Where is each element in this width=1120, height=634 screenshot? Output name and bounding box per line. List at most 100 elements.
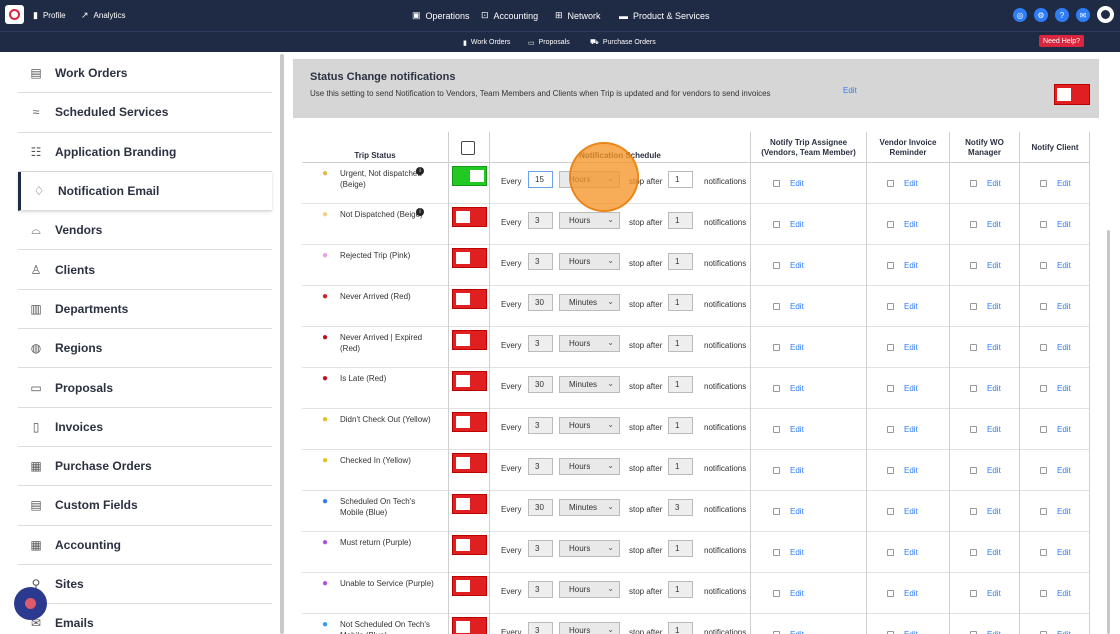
interval-unit-select[interactable]: Minutes ⌄	[559, 294, 620, 311]
notify-assignee-edit-link[interactable]: Edit	[790, 179, 804, 188]
notify-vendor-invoice-edit-link[interactable]: Edit	[904, 261, 918, 270]
stop-after-input[interactable]: 1	[668, 294, 693, 311]
sidebar-item-scheduled-services[interactable]: ≈ Scheduled Services	[18, 93, 272, 133]
notify-client-edit-link[interactable]: Edit	[1057, 179, 1071, 188]
sidebar-item-proposals[interactable]: ▭ Proposals	[18, 368, 272, 408]
notify-vendor-invoice-checkbox[interactable]	[887, 221, 894, 228]
status-toggle[interactable]	[452, 453, 487, 473]
notify-assignee-edit-link[interactable]: Edit	[790, 384, 804, 393]
sidebar-item-purchase-orders[interactable]: ▦ Purchase Orders	[18, 447, 272, 487]
interval-unit-select[interactable]: Hours⌄	[559, 622, 620, 634]
interval-input[interactable]: 15	[528, 171, 553, 188]
sidebar-item-departments[interactable]: ▥ Departments	[18, 290, 272, 330]
notify-assignee-checkbox[interactable]	[773, 508, 780, 515]
interval-input[interactable]: 30	[528, 376, 553, 393]
notify-client-edit-link[interactable]: Edit	[1057, 343, 1071, 352]
nav-operations[interactable]: ▣ Operations	[412, 10, 470, 21]
nav-product-services[interactable]: ▬ Product & Services	[619, 10, 710, 21]
interval-input[interactable]: 3	[528, 253, 553, 270]
status-toggle[interactable]	[452, 166, 487, 186]
notify-client-checkbox[interactable]	[1040, 631, 1047, 634]
notify-client-edit-link[interactable]: Edit	[1057, 589, 1071, 598]
sidebar-scrollbar[interactable]	[280, 54, 284, 634]
interval-input[interactable]: 3	[528, 540, 553, 557]
notify-client-checkbox[interactable]	[1040, 344, 1047, 351]
sidebar-item-custom-fields[interactable]: ▤ Custom Fields	[18, 486, 272, 526]
interval-unit-select[interactable]: Hours⌄	[559, 212, 620, 229]
notify-client-checkbox[interactable]	[1040, 180, 1047, 187]
notify-vendor-invoice-checkbox[interactable]	[887, 590, 894, 597]
sidebar-item-application-branding[interactable]: ☷ Application Branding	[18, 133, 272, 172]
notify-assignee-edit-link[interactable]: Edit	[790, 343, 804, 352]
sidebar-item-notification-email[interactable]: ♢ Notification Email	[18, 171, 272, 212]
notify-client-checkbox[interactable]	[1040, 221, 1047, 228]
sidebar-item-sites[interactable]: ⚲ Sites	[18, 565, 272, 605]
interval-unit-select[interactable]: Hours⌄	[559, 540, 620, 557]
notify-wo-manager-edit-link[interactable]: Edit	[987, 425, 1001, 434]
notify-wo-manager-checkbox[interactable]	[970, 590, 977, 597]
chat-icon[interactable]: ✉	[1076, 8, 1090, 22]
notify-vendor-invoice-checkbox[interactable]	[887, 508, 894, 515]
interval-input[interactable]: 3	[528, 581, 553, 598]
notify-assignee-checkbox[interactable]	[773, 344, 780, 351]
notify-vendor-invoice-edit-link[interactable]: Edit	[904, 425, 918, 434]
notify-wo-manager-checkbox[interactable]	[970, 303, 977, 310]
notify-vendor-invoice-checkbox[interactable]	[887, 303, 894, 310]
interval-input[interactable]: 3	[528, 335, 553, 352]
interval-unit-select[interactable]: Hours⌄	[559, 335, 620, 352]
notify-vendor-invoice-edit-link[interactable]: Edit	[904, 343, 918, 352]
nav-network[interactable]: ⊞ Network	[555, 10, 601, 21]
subnav-work-orders[interactable]: ▮ Work Orders	[463, 39, 511, 47]
stop-after-input[interactable]: 1	[668, 581, 693, 598]
sidebar-item-emails[interactable]: ✉ Emails	[18, 604, 272, 634]
nav-profile[interactable]: ▮ Profile	[33, 10, 66, 20]
subnav-proposals[interactable]: ▭ Proposals	[528, 39, 570, 47]
interval-input[interactable]: 3	[528, 458, 553, 475]
notify-vendor-invoice-edit-link[interactable]: Edit	[904, 466, 918, 475]
status-toggle[interactable]	[452, 371, 487, 391]
notify-wo-manager-checkbox[interactable]	[970, 508, 977, 515]
notify-wo-manager-edit-link[interactable]: Edit	[987, 179, 1001, 188]
interval-input[interactable]: 3	[528, 212, 553, 229]
notify-client-edit-link[interactable]: Edit	[1057, 630, 1071, 634]
interval-unit-select[interactable]: Hours⌄	[559, 253, 620, 270]
select-all-checkbox[interactable]	[461, 141, 475, 155]
notify-assignee-checkbox[interactable]	[773, 262, 780, 269]
notify-vendor-invoice-checkbox[interactable]	[887, 344, 894, 351]
main-scrollbar[interactable]	[1107, 230, 1110, 634]
notify-wo-manager-edit-link[interactable]: Edit	[987, 630, 1001, 634]
interval-input[interactable]: 30	[528, 499, 553, 516]
notify-vendor-invoice-checkbox[interactable]	[887, 426, 894, 433]
notify-assignee-checkbox[interactable]	[773, 631, 780, 634]
notify-vendor-invoice-checkbox[interactable]	[887, 385, 894, 392]
status-toggle[interactable]	[452, 576, 487, 596]
notify-assignee-edit-link[interactable]: Edit	[790, 302, 804, 311]
stop-after-input[interactable]: 1	[668, 335, 693, 352]
app-logo[interactable]	[5, 5, 24, 24]
banner-toggle[interactable]	[1054, 84, 1090, 105]
stop-after-input[interactable]: 3	[668, 499, 693, 516]
stop-after-input[interactable]: 1	[668, 212, 693, 229]
notify-assignee-edit-link[interactable]: Edit	[790, 261, 804, 270]
chat-widget-button[interactable]	[14, 587, 47, 620]
notify-vendor-invoice-checkbox[interactable]	[887, 180, 894, 187]
notify-client-checkbox[interactable]	[1040, 467, 1047, 474]
notify-client-edit-link[interactable]: Edit	[1057, 425, 1071, 434]
info-icon[interactable]: i	[416, 208, 424, 216]
notify-wo-manager-edit-link[interactable]: Edit	[987, 220, 1001, 229]
notify-vendor-invoice-edit-link[interactable]: Edit	[904, 630, 918, 634]
status-toggle[interactable]	[452, 535, 487, 555]
notify-wo-manager-checkbox[interactable]	[970, 549, 977, 556]
notify-wo-manager-checkbox[interactable]	[970, 426, 977, 433]
notify-assignee-edit-link[interactable]: Edit	[790, 548, 804, 557]
interval-unit-select[interactable]: Minutes ⌄	[559, 499, 620, 516]
status-toggle[interactable]	[452, 330, 487, 350]
notify-assignee-checkbox[interactable]	[773, 221, 780, 228]
notify-assignee-checkbox[interactable]	[773, 467, 780, 474]
notify-wo-manager-edit-link[interactable]: Edit	[987, 589, 1001, 598]
notify-vendor-invoice-edit-link[interactable]: Edit	[904, 384, 918, 393]
notify-vendor-invoice-edit-link[interactable]: Edit	[904, 179, 918, 188]
notify-vendor-invoice-checkbox[interactable]	[887, 262, 894, 269]
notify-assignee-edit-link[interactable]: Edit	[790, 466, 804, 475]
notify-assignee-checkbox[interactable]	[773, 385, 780, 392]
